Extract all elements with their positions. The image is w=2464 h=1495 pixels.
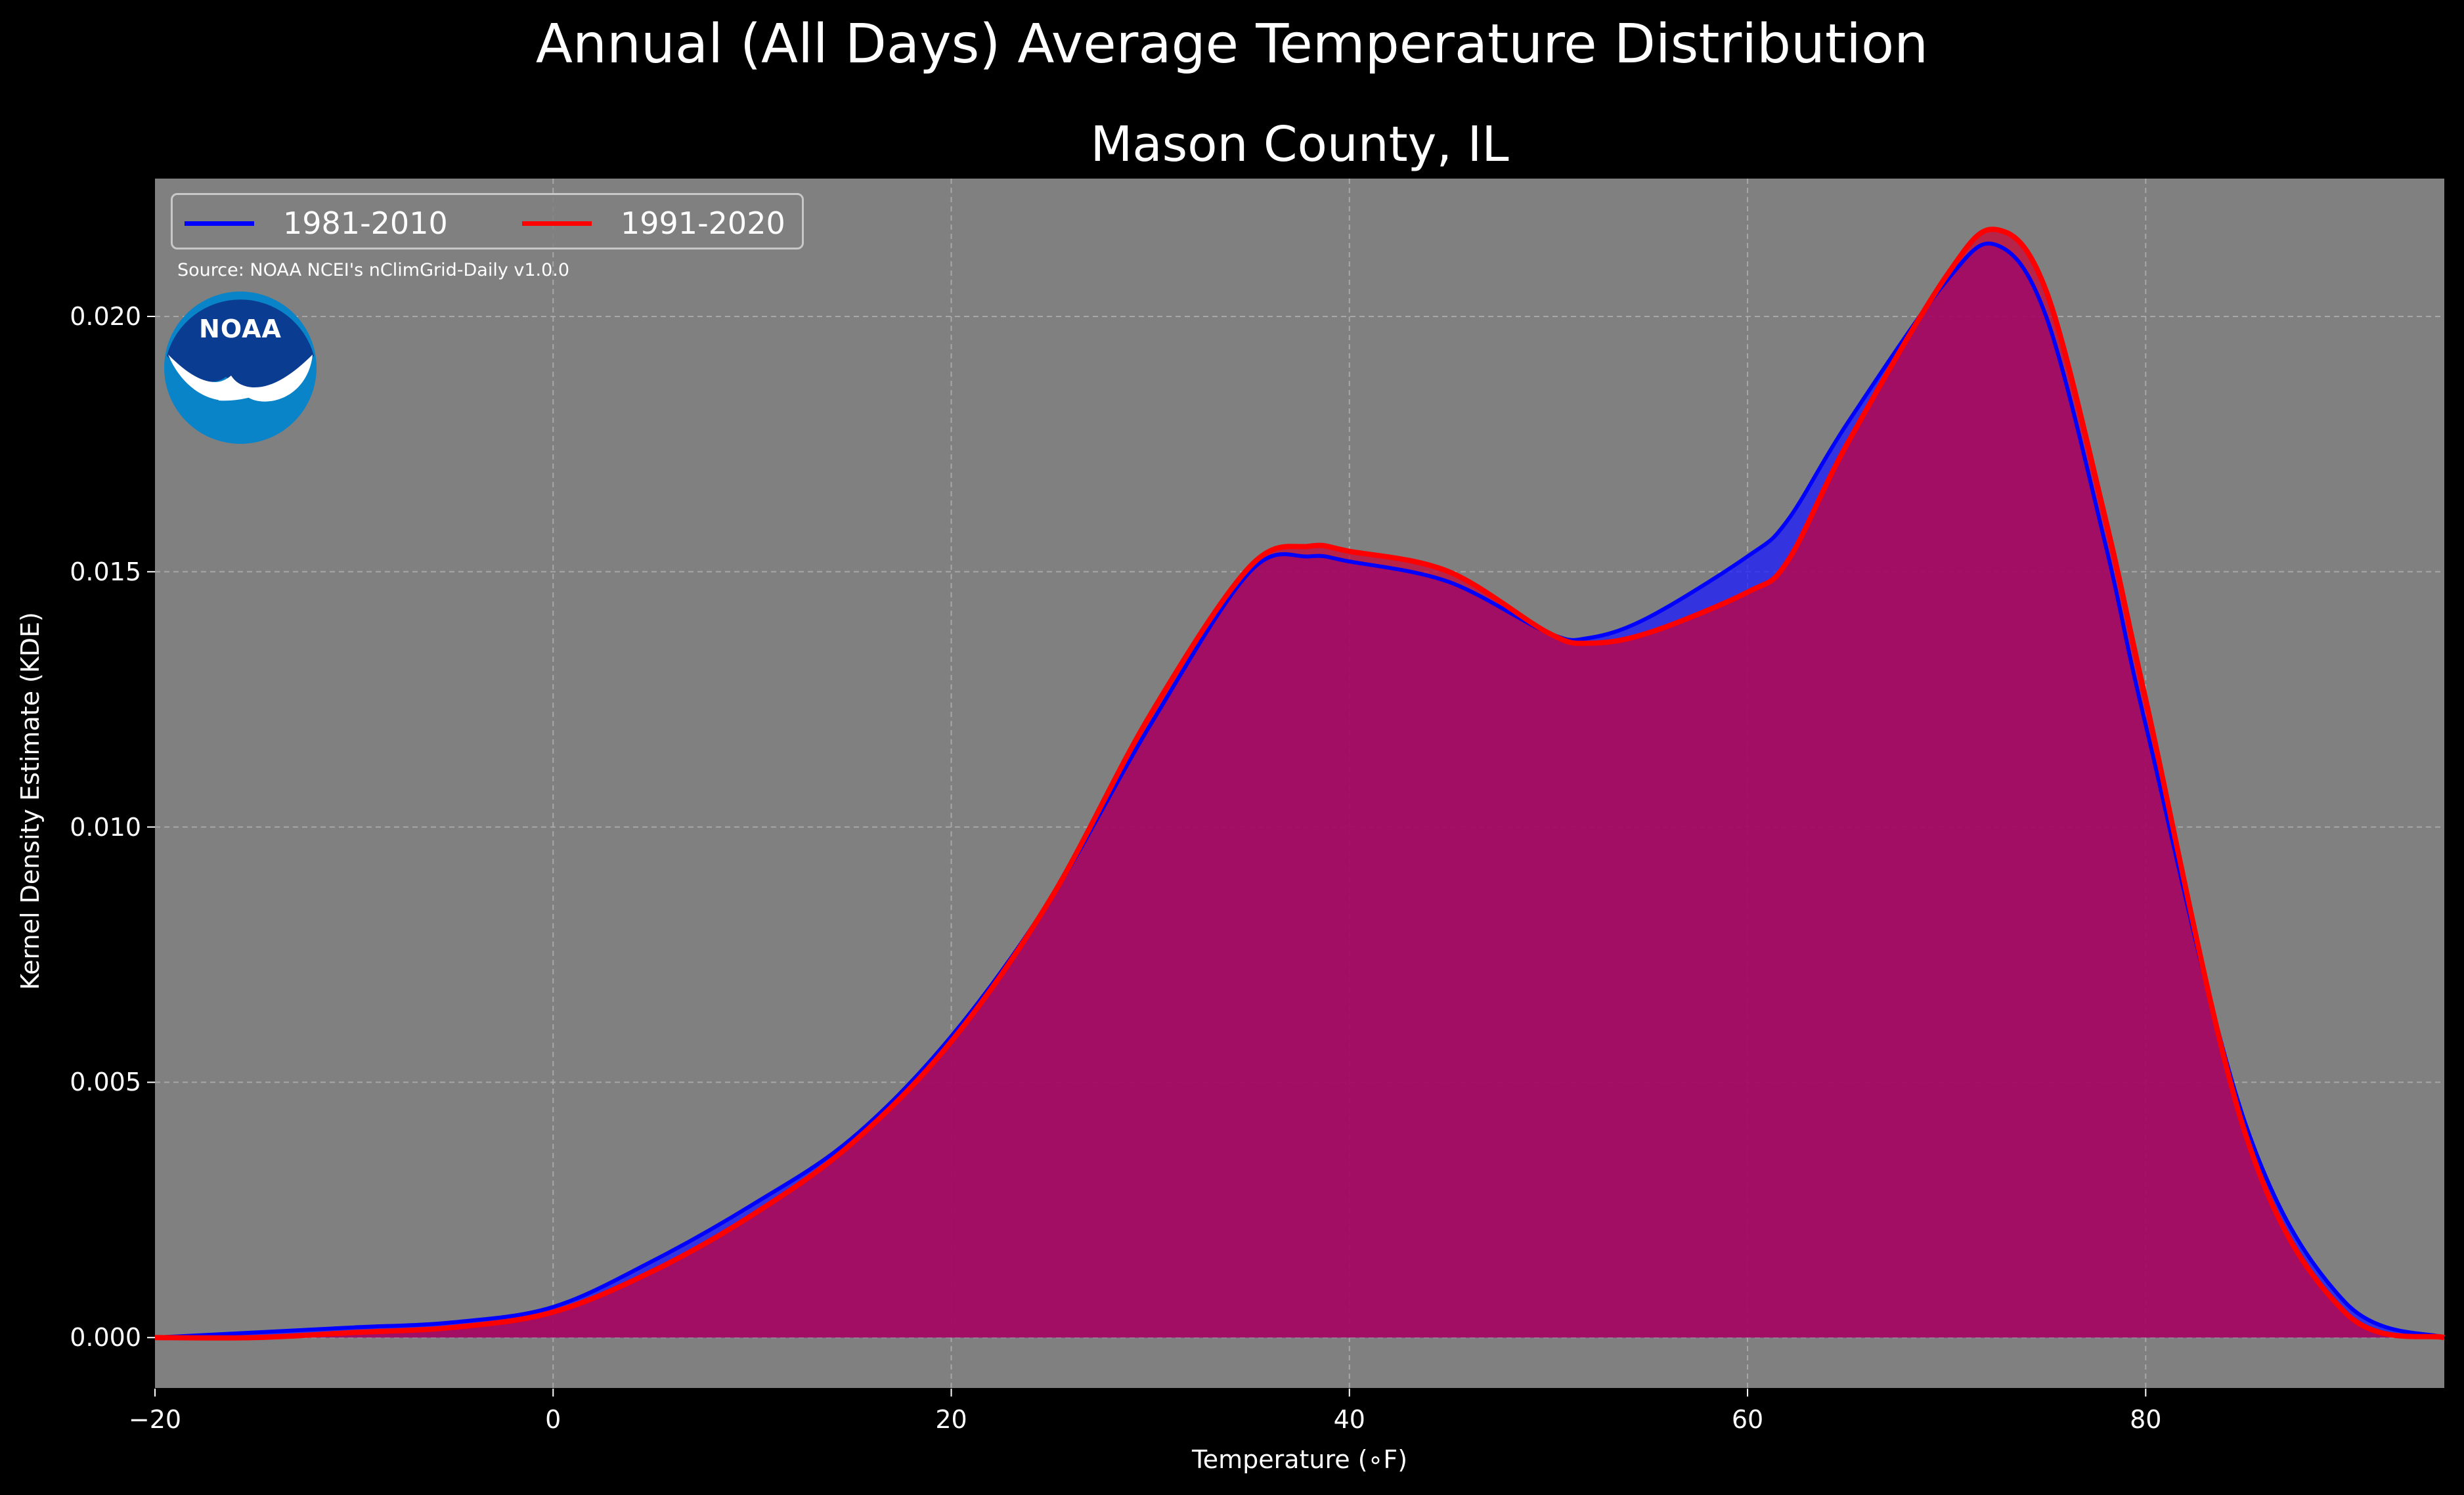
figure-title: Annual (All Days) Average Temperature Di…	[535, 13, 1929, 76]
axes-title: Mason County, IL	[1090, 116, 1509, 173]
x-tick-label: −20	[128, 1405, 182, 1434]
y-tick-label: 0.005	[70, 1068, 141, 1097]
noaa-logo: NOAA	[163, 290, 318, 445]
y-tick-label: 0.015	[70, 557, 141, 586]
series-line-1991-2020	[154, 227, 2445, 1341]
noaa-logo-graphic	[164, 292, 317, 444]
legend-label-1991-2020: 1991-2020	[621, 206, 785, 241]
legend-label-1981-2010: 1981-2010	[283, 206, 448, 241]
y-tick-label: 0.010	[70, 812, 141, 842]
series-area-1991-2020	[155, 229, 2444, 1338]
y-tick-label: 0.000	[70, 1323, 141, 1353]
noaa-logo-text: NOAA	[199, 314, 282, 343]
x-tick-label: 0	[545, 1405, 561, 1434]
legend-swatch-1981-2010	[185, 221, 254, 226]
legend-swatch-1991-2020	[522, 221, 592, 226]
x-tick-label: 20	[935, 1405, 967, 1434]
x-tick-label: 40	[1333, 1405, 1365, 1434]
x-axis-label: Temperature (∘F)	[1191, 1445, 1408, 1474]
x-tick-label: 60	[1731, 1405, 1764, 1434]
y-tick-label: 0.020	[70, 301, 141, 331]
y-axis-label: Kernel Density Estimate (KDE)	[16, 612, 45, 990]
series-line-1981-2010	[154, 241, 2446, 1340]
legend: 1981-2010 1991-2020	[171, 193, 804, 249]
x-tick-label: 80	[2130, 1405, 2162, 1434]
source-note: Source: NOAA NCEI's nClimGrid-Daily v1.0…	[177, 260, 570, 280]
